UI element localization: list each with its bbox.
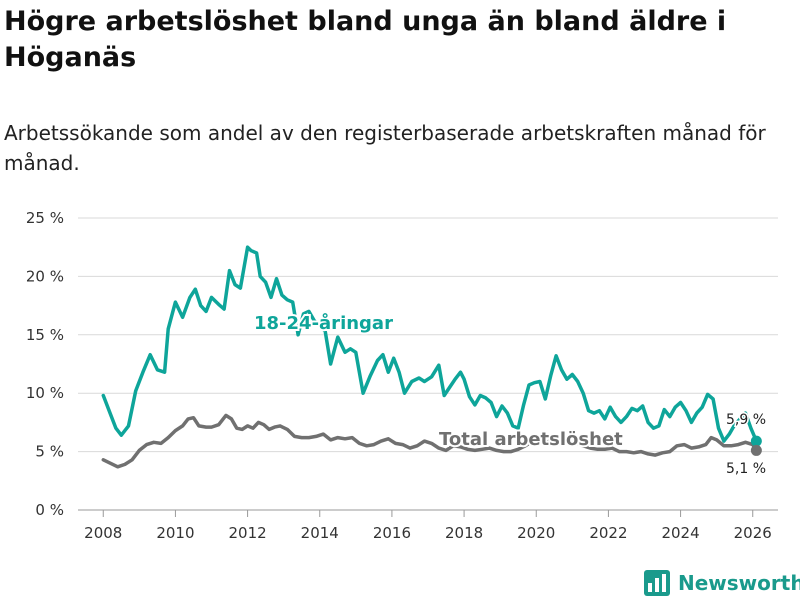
x-tick-label: 2016 <box>373 524 411 542</box>
brand-logo: Newsworthy <box>644 566 800 600</box>
total-end-value-label: 5,1 % <box>726 461 766 477</box>
y-tick-label: 0 % <box>35 501 64 519</box>
y-tick-label: 15 % <box>26 326 64 344</box>
x-tick-label: 2018 <box>445 524 483 542</box>
line-chart: 0 % 5 % 10 % 15 % 20 % 25 % 2008 2010 2012 2014 20… <box>26 209 778 542</box>
brand-name: Newsworthy <box>678 571 800 595</box>
total-series-label: Total arbetslöshet <box>439 429 623 450</box>
chart-subtitle: Arbetssökande som andel av den registerb… <box>4 121 766 175</box>
x-tick-label: 2024 <box>661 524 699 542</box>
y-tick-label: 5 % <box>35 443 64 461</box>
x-tick-label: 2010 <box>156 524 194 542</box>
x-tick-label: 2020 <box>517 524 555 542</box>
x-tick-label: 2026 <box>734 524 772 542</box>
chart-title: Högre arbetslöshet bland unga än bland ä… <box>4 6 727 73</box>
x-tick-label: 2014 <box>301 524 339 542</box>
y-tick-label: 20 % <box>26 267 64 285</box>
youth-series-label: 18-24-åringar <box>254 312 393 334</box>
youth-end-marker <box>750 435 762 447</box>
youth-series-line <box>101 245 759 443</box>
x-tick-label: 2022 <box>589 524 627 542</box>
x-tick-label: 2012 <box>228 524 266 542</box>
x-tick-label: 2008 <box>84 524 122 542</box>
youth-end-value-label: 5,9 % <box>726 412 766 428</box>
y-tick-label: 25 % <box>26 209 64 227</box>
total-series-line <box>101 413 759 469</box>
y-tick-label: 10 % <box>26 384 64 402</box>
bar-chart-icon <box>644 570 670 596</box>
total-end-marker <box>750 444 762 456</box>
